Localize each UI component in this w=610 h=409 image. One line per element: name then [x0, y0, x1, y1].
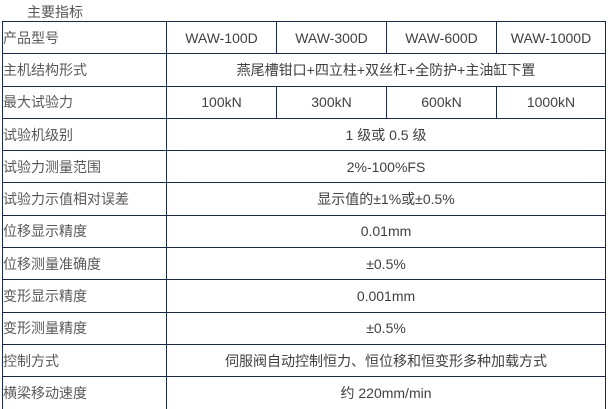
spec-value: 300kN [276, 85, 387, 119]
spec-value: WAW-600D [386, 20, 497, 55]
table-row-deformation-accuracy: 变形测量精度 ±0.5% [2, 311, 606, 345]
spec-value: 100kN [166, 85, 277, 119]
spec-value: 2%-100%FS [166, 150, 606, 184]
table-row-structure: 主机结构形式 燕尾槽钳口+四立柱+双丝杠+全防护+主油缸下置 [2, 53, 606, 87]
spec-value: 0.01mm [166, 214, 606, 249]
spec-label: 控制方式 [2, 343, 167, 378]
spec-label: 变形显示精度 [2, 279, 167, 313]
spec-label: 横梁移动速度 [2, 376, 167, 409]
table-row-crosshead-speed: 横梁移动速度 约 220mm/min [2, 376, 606, 409]
table-row-force-error: 试验力示值相对误差 显示值的±1%或±0.5% [2, 182, 606, 216]
spec-value: 1 级或 0.5 级 [166, 117, 606, 152]
spec-value: 燕尾槽钳口+四立柱+双丝杠+全防护+主油缸下置 [166, 53, 606, 87]
spec-label: 试验机级别 [2, 117, 167, 152]
table-row-product-model: 产品型号 WAW-100D WAW-300D WAW-600D WAW-1000… [2, 20, 606, 55]
table-row-force-range: 试验力测量范围 2%-100%FS [2, 150, 606, 184]
spec-label: 最大试验力 [2, 85, 167, 119]
spec-label: 位移显示精度 [2, 214, 167, 249]
spec-value: ±0.5% [166, 311, 606, 345]
spec-label: 试验力示值相对误差 [2, 182, 167, 216]
table-row-machine-class: 试验机级别 1 级或 0.5 级 [2, 117, 606, 152]
spec-value: 伺服阀自动控制恒力、恒位移和恒变形多种加载方式 [166, 343, 606, 378]
spec-value: ±0.5% [166, 247, 606, 281]
spec-label: 主机结构形式 [2, 53, 167, 87]
page-title: 主要指标 [27, 4, 83, 20]
spec-value: WAW-100D [166, 20, 277, 55]
spec-value: 约 220mm/min [166, 376, 606, 409]
spec-value: WAW-1000D [496, 20, 606, 55]
table-row-displacement-accuracy: 位移测量准确度 ±0.5% [2, 247, 606, 281]
spec-label: 产品型号 [2, 20, 167, 55]
spec-label: 试验力测量范围 [2, 150, 167, 184]
table-row-max-force: 最大试验力 100kN 300kN 600kN 1000kN [2, 85, 606, 119]
spec-value: 1000kN [496, 85, 606, 119]
table-row-displacement-resolution: 位移显示精度 0.01mm [2, 214, 606, 249]
spec-table: 产品型号 WAW-100D WAW-300D WAW-600D WAW-1000… [2, 20, 606, 409]
spec-label: 位移测量准确度 [2, 247, 167, 281]
spec-value: 600kN [386, 85, 497, 119]
table-row-control-mode: 控制方式 伺服阀自动控制恒力、恒位移和恒变形多种加载方式 [2, 343, 606, 378]
spec-value: WAW-300D [276, 20, 387, 55]
spec-value: 显示值的±1%或±0.5% [166, 182, 606, 216]
spec-label: 变形测量精度 [2, 311, 167, 345]
spec-value: 0.001mm [166, 279, 606, 313]
table-row-deformation-resolution: 变形显示精度 0.001mm [2, 279, 606, 313]
